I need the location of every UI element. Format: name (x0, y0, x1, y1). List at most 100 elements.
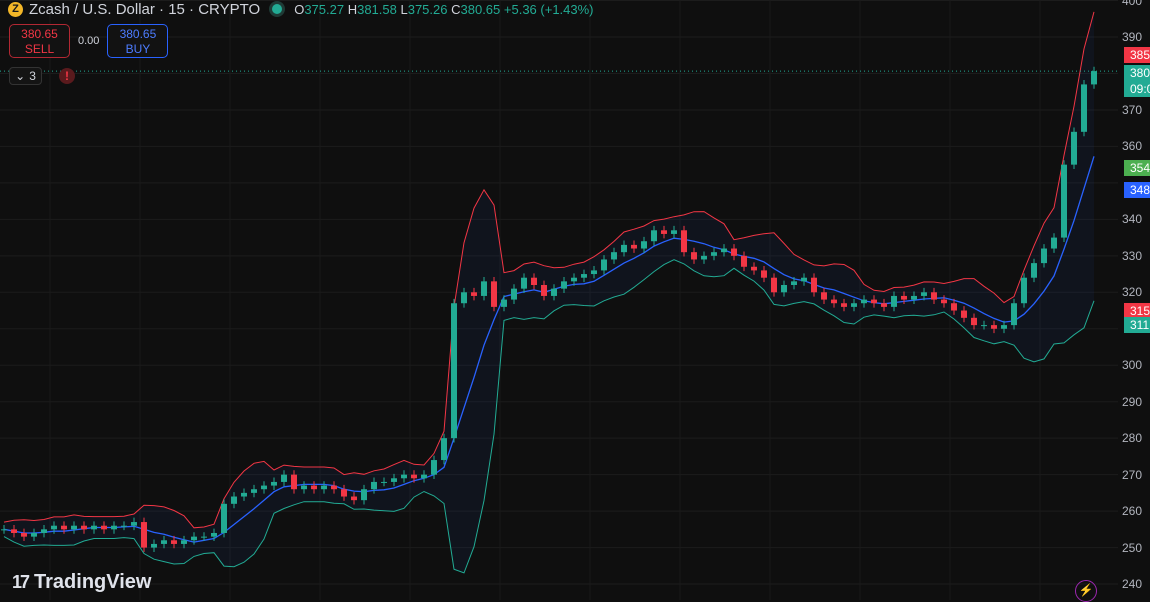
price-axis-label: 360 (1122, 139, 1143, 154)
candle-body (771, 277, 777, 293)
lightning-icon[interactable]: ⚡ (1075, 580, 1097, 602)
candle-body (321, 485, 327, 490)
candle-body (241, 492, 247, 497)
candle-body (301, 485, 307, 490)
candle-body (331, 485, 337, 490)
candle-body (971, 317, 977, 326)
candle-body (551, 288, 557, 296)
change-value: +5.36 (+1.43%) (503, 1, 594, 17)
candle-body (291, 474, 297, 490)
candle-body (811, 277, 817, 293)
candle-body (81, 525, 87, 530)
candle-body (881, 303, 887, 307)
candle-body (641, 241, 647, 249)
candle-body (271, 481, 277, 486)
price-axis-label: 270 (1122, 467, 1143, 482)
symbol-header: Z Zcash / U.S. Dollar · 15 · CRYPTO O375… (8, 0, 594, 18)
candle-body (51, 525, 57, 530)
candle-body (831, 299, 837, 304)
candle-body (141, 522, 147, 548)
price-axis-label: 250 (1122, 540, 1143, 555)
candle-body (741, 255, 747, 267)
candle-body (581, 274, 587, 278)
candle-body (591, 270, 597, 275)
price-badge: 315 (1124, 302, 1150, 319)
moving-average-line (3, 156, 1095, 543)
candle-body (691, 252, 697, 260)
price-axis-label: 370 (1122, 102, 1143, 117)
candle-body (861, 299, 867, 304)
sell-button[interactable]: 380.65 SELL (9, 24, 70, 58)
market-status-icon[interactable] (272, 4, 283, 14)
buy-button[interactable]: 380.65 BUY (107, 24, 169, 58)
candle-body (701, 255, 707, 260)
upper-band-line (3, 11, 1095, 529)
candle-body (991, 325, 997, 329)
indicators-collapse-button[interactable]: ⌄ 3 (9, 67, 42, 85)
candle-body (481, 281, 487, 296)
candle-body (511, 288, 517, 300)
candle-body (901, 295, 907, 300)
candle-body (441, 438, 447, 461)
candle-body (521, 277, 527, 289)
price-badge: 09:0 (1124, 81, 1150, 98)
candle-body (451, 303, 457, 439)
price-badge: 380 (1124, 65, 1150, 82)
candle-body (191, 536, 197, 541)
candle-body (281, 474, 287, 482)
candle-body (871, 299, 877, 304)
price-axis-label: 340 (1122, 212, 1143, 227)
candle-body (851, 303, 857, 307)
candle-body (791, 281, 797, 285)
tradingview-logo[interactable]: 17 TradingView (12, 571, 152, 593)
tradingview-logo-icon: 17 (12, 572, 30, 592)
candle-body (941, 299, 947, 304)
candle-body (1001, 325, 1007, 329)
candle-body (621, 244, 627, 253)
price-axis-label: 400 (1122, 0, 1143, 8)
candle-body (951, 303, 957, 311)
candle-body (171, 540, 177, 544)
candle-body (1091, 71, 1097, 85)
zcash-coin-icon: Z (8, 1, 23, 17)
candle-body (501, 299, 507, 307)
candle-body (231, 496, 237, 504)
candle-body (1031, 263, 1037, 278)
price-axis-label: 240 (1122, 577, 1143, 592)
warning-icon[interactable]: ! (59, 68, 75, 84)
candle-body (371, 481, 377, 490)
candle-body (961, 310, 967, 318)
candle-body (261, 485, 267, 490)
candle-body (1051, 237, 1057, 249)
price-axis-label: 290 (1122, 394, 1143, 409)
candle-body (1071, 131, 1077, 165)
candle-body (731, 248, 737, 256)
price-badge: 354 (1124, 160, 1150, 177)
candle-body (101, 525, 107, 530)
candle-body (251, 489, 257, 493)
candle-body (41, 529, 47, 533)
ohlc-values: O375.27 H381.58 L375.26 C380.65 +5.36 (+… (294, 1, 594, 17)
candle-body (721, 248, 727, 253)
candle-body (651, 230, 657, 242)
candle-body (1021, 277, 1027, 304)
candle-body (391, 478, 397, 482)
spread-value: 0.00 (78, 35, 100, 47)
trade-panel: 380.65 SELL 0.00 380.65 BUY (9, 24, 169, 58)
candle-body (131, 522, 137, 526)
candle-body (661, 230, 667, 234)
price-axis-label: 330 (1122, 248, 1143, 263)
candle-body (21, 532, 27, 537)
symbol-title[interactable]: Zcash / U.S. Dollar · 15 · CRYPTO (29, 0, 261, 18)
candle-body (541, 284, 547, 296)
candle-body (1, 529, 7, 531)
price-badge: 385 (1124, 47, 1150, 64)
candle-body (781, 284, 787, 293)
candle-body (361, 489, 367, 501)
candle-body (531, 277, 537, 285)
candle-body (211, 532, 217, 537)
candle-body (121, 525, 127, 527)
candle-body (91, 525, 97, 530)
candle-body (181, 540, 187, 544)
